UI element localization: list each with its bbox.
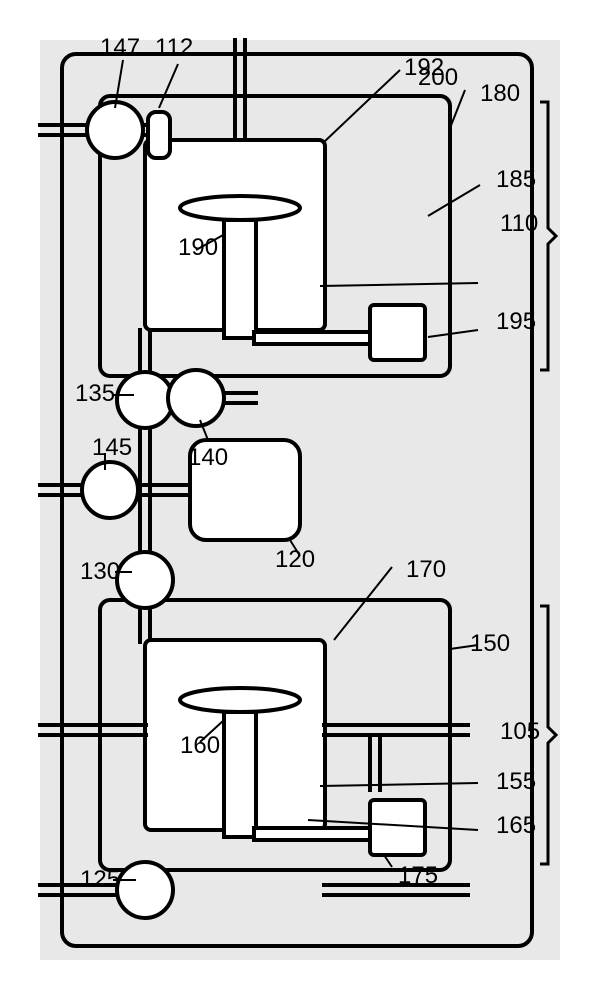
ref-label-105: 105 <box>500 718 540 746</box>
ref-label-125: 125 <box>80 866 120 894</box>
ref-label-160: 160 <box>180 732 220 760</box>
ref-label-165: 165 <box>496 812 536 840</box>
ref-label-150: 150 <box>470 630 510 658</box>
ref-label-145: 145 <box>92 434 132 462</box>
ref-label-147: 147 <box>100 34 140 62</box>
ref-label-130: 130 <box>80 558 120 586</box>
ref-label-200: 200 <box>418 64 458 92</box>
ref-label-140: 140 <box>188 444 228 472</box>
ref-label-120: 120 <box>275 546 315 574</box>
ref-label-112: 112 <box>155 34 193 62</box>
ref-label-170: 170 <box>406 556 446 584</box>
ref-label-185: 185 <box>496 166 536 194</box>
ref-label-190: 190 <box>178 234 218 262</box>
ref-label-195: 195 <box>496 308 536 336</box>
ref-label-175: 175 <box>398 862 438 890</box>
ref-label-135: 135 <box>75 380 115 408</box>
ref-label-110: 110 <box>500 210 538 238</box>
ref-label-155: 155 <box>496 768 536 796</box>
ref-label-180: 180 <box>480 80 520 108</box>
schematic-diagram <box>0 0 598 1000</box>
